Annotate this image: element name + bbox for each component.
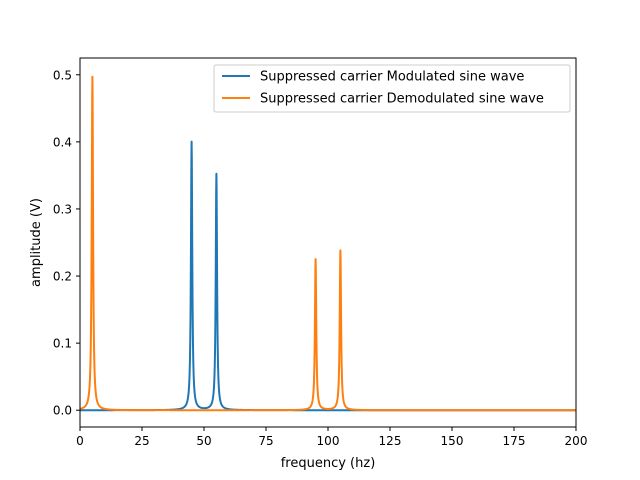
x-tick-label: 150: [441, 434, 464, 448]
x-tick-label: 200: [565, 434, 588, 448]
series-line-1: [80, 75, 576, 412]
y-tick-label: 0.5: [53, 68, 72, 82]
y-tick-label: 0.1: [53, 337, 72, 351]
y-tick-label: 0.0: [53, 404, 72, 418]
x-tick-label: 175: [503, 434, 526, 448]
x-tick-label: 50: [196, 434, 211, 448]
y-axis-label: amplitude (V): [29, 198, 44, 287]
x-axis-label: frequency (hz): [281, 456, 376, 471]
plot-area: [80, 75, 576, 412]
x-tick-label: 125: [379, 434, 402, 448]
legend-label-demodulated: Suppressed carrier Demodulated sine wave: [260, 92, 544, 107]
legend-box: [213, 64, 571, 113]
series-layer: [80, 75, 576, 412]
x-tick-label: 25: [134, 434, 149, 448]
y-tick-label: 0.2: [53, 270, 72, 284]
y-tick-label: 0.3: [53, 202, 72, 216]
legend-label-modulated: Suppressed carrier Modulated sine wave: [260, 70, 524, 85]
y-axis-ticks: 0.0 0.1 0.2 0.3 0.4 0.5: [53, 68, 80, 418]
x-axis-ticks: 0 25 50 75 100 125 150 175 200: [76, 427, 587, 448]
x-tick-label: 100: [317, 434, 340, 448]
x-tick-label: 0: [76, 434, 84, 448]
legend: Suppressed carrier Modulated sine wave S…: [213, 64, 571, 113]
x-tick-label: 75: [258, 434, 273, 448]
y-tick-label: 0.4: [53, 135, 72, 149]
